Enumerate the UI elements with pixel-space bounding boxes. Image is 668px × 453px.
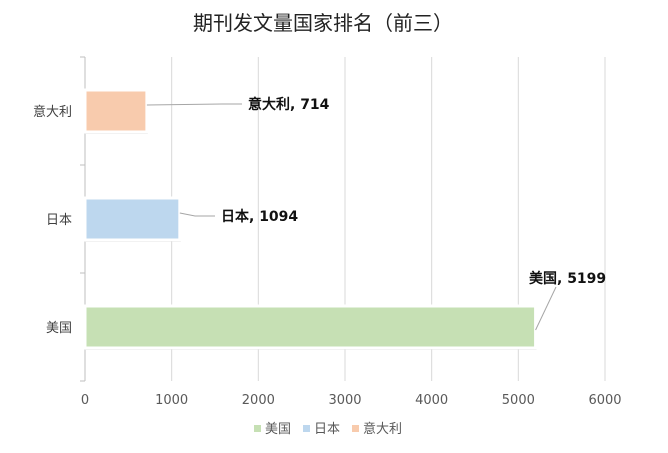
leader-line (146, 103, 242, 106)
legend-swatch (254, 425, 261, 432)
legend-label: 日本 (314, 422, 340, 437)
leader-line (179, 212, 215, 217)
legend-swatch (352, 425, 359, 432)
data-label: 日本, 1094 (221, 208, 298, 225)
data-labels: 美国, 5199 日本, 1094 意大利, 714 (146, 96, 606, 331)
leader-line (535, 286, 557, 331)
bars (83, 88, 538, 350)
axes: 0 1000 2000 3000 4000 5000 6000 美国 日本 意大利 (33, 56, 622, 408)
x-tick-label: 0 (81, 393, 89, 408)
legend: 美国 日本 意大利 (254, 421, 402, 437)
x-tick-label: 6000 (588, 393, 621, 408)
legend-swatch (303, 425, 310, 432)
bar (83, 88, 149, 134)
legend-label: 美国 (265, 422, 291, 437)
chart-title: 期刊发文量国家排名（前三） (193, 11, 453, 35)
x-tick-label: 2000 (242, 393, 275, 408)
x-tick-label: 4000 (415, 393, 448, 408)
data-label: 美国, 5199 (529, 270, 606, 287)
x-tick-label: 3000 (328, 393, 361, 408)
bar (83, 196, 182, 242)
legend-label: 意大利 (363, 421, 402, 437)
bar (83, 304, 538, 350)
x-tick-label: 5000 (502, 393, 535, 408)
y-category-label: 意大利 (33, 104, 72, 120)
y-category-label: 美国 (46, 321, 72, 336)
x-tick-label: 1000 (155, 393, 188, 408)
data-label: 意大利, 714 (248, 96, 330, 113)
y-category-label: 日本 (46, 213, 72, 228)
